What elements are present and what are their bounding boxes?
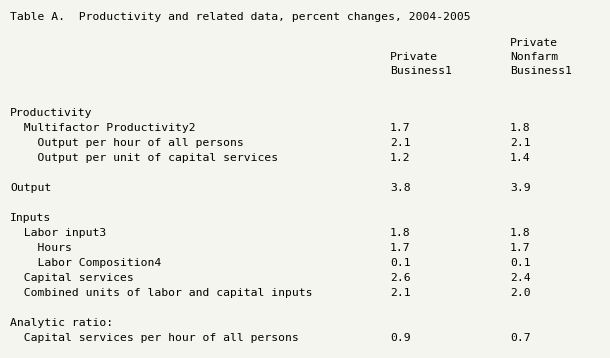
Text: Output: Output bbox=[10, 183, 51, 193]
Text: 1.8: 1.8 bbox=[510, 228, 531, 238]
Text: Private: Private bbox=[390, 52, 438, 62]
Text: 1.2: 1.2 bbox=[390, 153, 411, 163]
Text: 1.7: 1.7 bbox=[390, 123, 411, 133]
Text: Output per hour of all persons: Output per hour of all persons bbox=[10, 138, 244, 148]
Text: 0.1: 0.1 bbox=[510, 258, 531, 268]
Text: Productivity: Productivity bbox=[10, 108, 93, 118]
Text: 3.9: 3.9 bbox=[510, 183, 531, 193]
Text: 0.7: 0.7 bbox=[510, 333, 531, 343]
Text: Inputs: Inputs bbox=[10, 213, 51, 223]
Text: 2.1: 2.1 bbox=[390, 288, 411, 298]
Text: Hours: Hours bbox=[10, 243, 72, 253]
Text: 3.8: 3.8 bbox=[390, 183, 411, 193]
Text: 2.1: 2.1 bbox=[390, 138, 411, 148]
Text: 1.7: 1.7 bbox=[390, 243, 411, 253]
Text: 0.9: 0.9 bbox=[390, 333, 411, 343]
Text: 1.7: 1.7 bbox=[510, 243, 531, 253]
Text: Business1: Business1 bbox=[390, 66, 452, 76]
Text: Private: Private bbox=[510, 38, 558, 48]
Text: 0.1: 0.1 bbox=[390, 258, 411, 268]
Text: Analytic ratio:: Analytic ratio: bbox=[10, 318, 113, 328]
Text: 2.4: 2.4 bbox=[510, 273, 531, 283]
Text: Nonfarm: Nonfarm bbox=[510, 52, 558, 62]
Text: Labor input3: Labor input3 bbox=[10, 228, 106, 238]
Text: Multifactor Productivity2: Multifactor Productivity2 bbox=[10, 123, 196, 133]
Text: Combined units of labor and capital inputs: Combined units of labor and capital inpu… bbox=[10, 288, 312, 298]
Text: 1.8: 1.8 bbox=[510, 123, 531, 133]
Text: 1.4: 1.4 bbox=[510, 153, 531, 163]
Text: 2.1: 2.1 bbox=[510, 138, 531, 148]
Text: 1.8: 1.8 bbox=[390, 228, 411, 238]
Text: Labor Composition4: Labor Composition4 bbox=[10, 258, 161, 268]
Text: Capital services: Capital services bbox=[10, 273, 134, 283]
Text: 2.6: 2.6 bbox=[390, 273, 411, 283]
Text: 2.0: 2.0 bbox=[510, 288, 531, 298]
Text: Output per unit of capital services: Output per unit of capital services bbox=[10, 153, 278, 163]
Text: Business1: Business1 bbox=[510, 66, 572, 76]
Text: Table A.  Productivity and related data, percent changes, 2004-2005: Table A. Productivity and related data, … bbox=[10, 12, 471, 22]
Text: Capital services per hour of all persons: Capital services per hour of all persons bbox=[10, 333, 299, 343]
